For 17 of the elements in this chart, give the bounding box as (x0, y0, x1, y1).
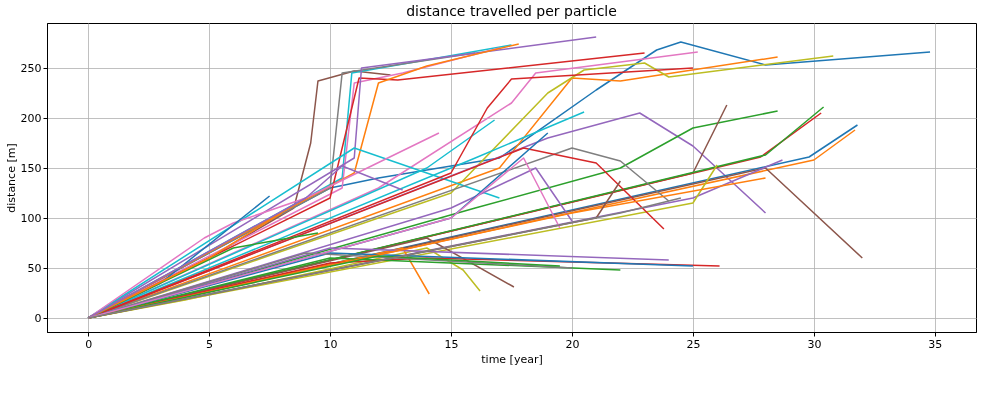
y-tick-label: 0 (34, 311, 42, 325)
x-tick-label: 30 (807, 337, 822, 351)
x-tick-label: 25 (686, 337, 701, 351)
x-tick-label: 15 (444, 337, 459, 351)
x-tick-label: 10 (323, 337, 338, 351)
y-tick-label: 50 (27, 261, 42, 275)
y-tick-label: 150 (20, 161, 42, 175)
x-axis-title: time [year] (481, 352, 543, 366)
y-tick-label: 100 (20, 211, 42, 225)
y-axis-title: distance [m] (4, 143, 18, 213)
x-tick-label: 20 (565, 337, 580, 351)
chart-title: distance travelled per particle (406, 3, 617, 19)
y-tick-label: 200 (20, 111, 42, 125)
x-tick-label: 5 (206, 337, 214, 351)
x-tick-label: 35 (928, 337, 943, 351)
x-tick-label: 0 (85, 337, 93, 351)
y-tick-label: 250 (20, 61, 42, 75)
